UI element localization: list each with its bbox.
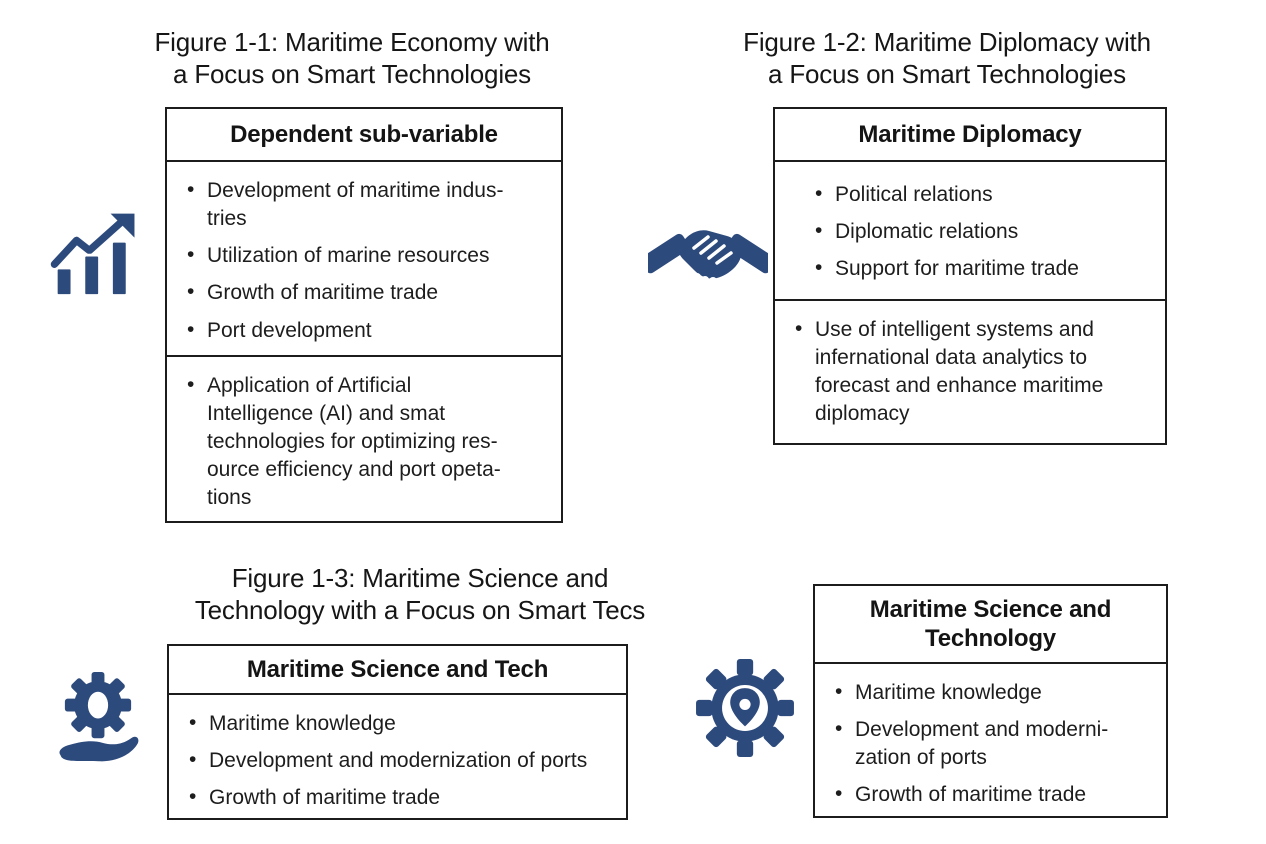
bullet-item: Political relations xyxy=(812,180,1155,209)
bullet-list: Political relations Diplomatic relations… xyxy=(812,180,1155,283)
bullet-list: Application of Artificial Intelligence (… xyxy=(184,371,551,513)
box-section: Use of intelligent systems and infernati… xyxy=(775,299,1165,443)
box-header: Dependent sub-variable xyxy=(167,109,561,162)
bullet-list: Maritime knowledge Development and moder… xyxy=(186,709,616,812)
bullet-list: Development of maritime indus- tries Uti… xyxy=(184,176,551,345)
bullet-item: Development and modernization of ports xyxy=(186,746,616,775)
bullet-item: Maritime knowledge xyxy=(186,709,616,738)
bullet-item: Diplomatic relations xyxy=(812,217,1155,246)
box-section: Application of Artificial Intelligence (… xyxy=(167,354,561,523)
maritime-diplomacy-box: Maritime Diplomacy Political relations D… xyxy=(773,107,1167,445)
bullet-item: Growth of maritime trade xyxy=(184,278,551,307)
bullet-item: Growth of maritime trade xyxy=(832,780,1156,809)
box-section: Maritime knowledge Development and moder… xyxy=(815,664,1166,820)
bullet-item: Application of Artificial Intelligence (… xyxy=(184,371,551,513)
bullet-item: Development of maritime indus- tries xyxy=(184,176,551,233)
bullet-item: Utilization of marine resources xyxy=(184,241,551,270)
box-header: Maritime Diplomacy xyxy=(775,109,1165,162)
box-section: Development of maritime indus- tries Uti… xyxy=(167,162,561,355)
figure-1-2-caption: Figure 1-2: Maritime Diplomacy with a Fo… xyxy=(743,27,1151,90)
bullet-item: Development and moderni- zation of ports xyxy=(832,715,1156,772)
bullet-item: Support for maritime trade xyxy=(812,254,1155,283)
bar-chart-trend-icon xyxy=(48,208,140,304)
handshake-icon xyxy=(648,214,768,300)
box-header: Maritime Science and Technology xyxy=(815,586,1166,664)
box-section: Political relations Diplomatic relations… xyxy=(775,162,1165,299)
figure-1-3-caption: Figure 1-3: Maritime Science and Technol… xyxy=(194,563,646,626)
gear-hand-icon xyxy=(52,660,144,776)
dependent-sub-variable-box: Dependent sub-variable Development of ma… xyxy=(165,107,563,523)
bullet-item: Use of intelligent systems and infernati… xyxy=(792,315,1155,429)
bullet-list: Maritime knowledge Development and moder… xyxy=(832,678,1156,810)
bullet-item: Maritime knowledge xyxy=(832,678,1156,707)
box-header: Maritime Science and Tech xyxy=(169,646,626,695)
bullet-item: Growth of maritime trade xyxy=(186,783,616,812)
bullet-list: Use of intelligent systems and infernati… xyxy=(792,315,1155,429)
maritime-science-tech-box: Maritime Science and Tech Maritime knowl… xyxy=(167,644,628,820)
gear-location-pin-icon xyxy=(694,650,796,766)
box-section: Maritime knowledge Development and moder… xyxy=(169,695,626,822)
bullet-item: Port development xyxy=(184,315,551,345)
maritime-science-technology-box: Maritime Science and Technology Maritime… xyxy=(813,584,1168,818)
figure-1-1-caption: Figure 1-1: Maritime Economy with a Focu… xyxy=(154,27,550,90)
